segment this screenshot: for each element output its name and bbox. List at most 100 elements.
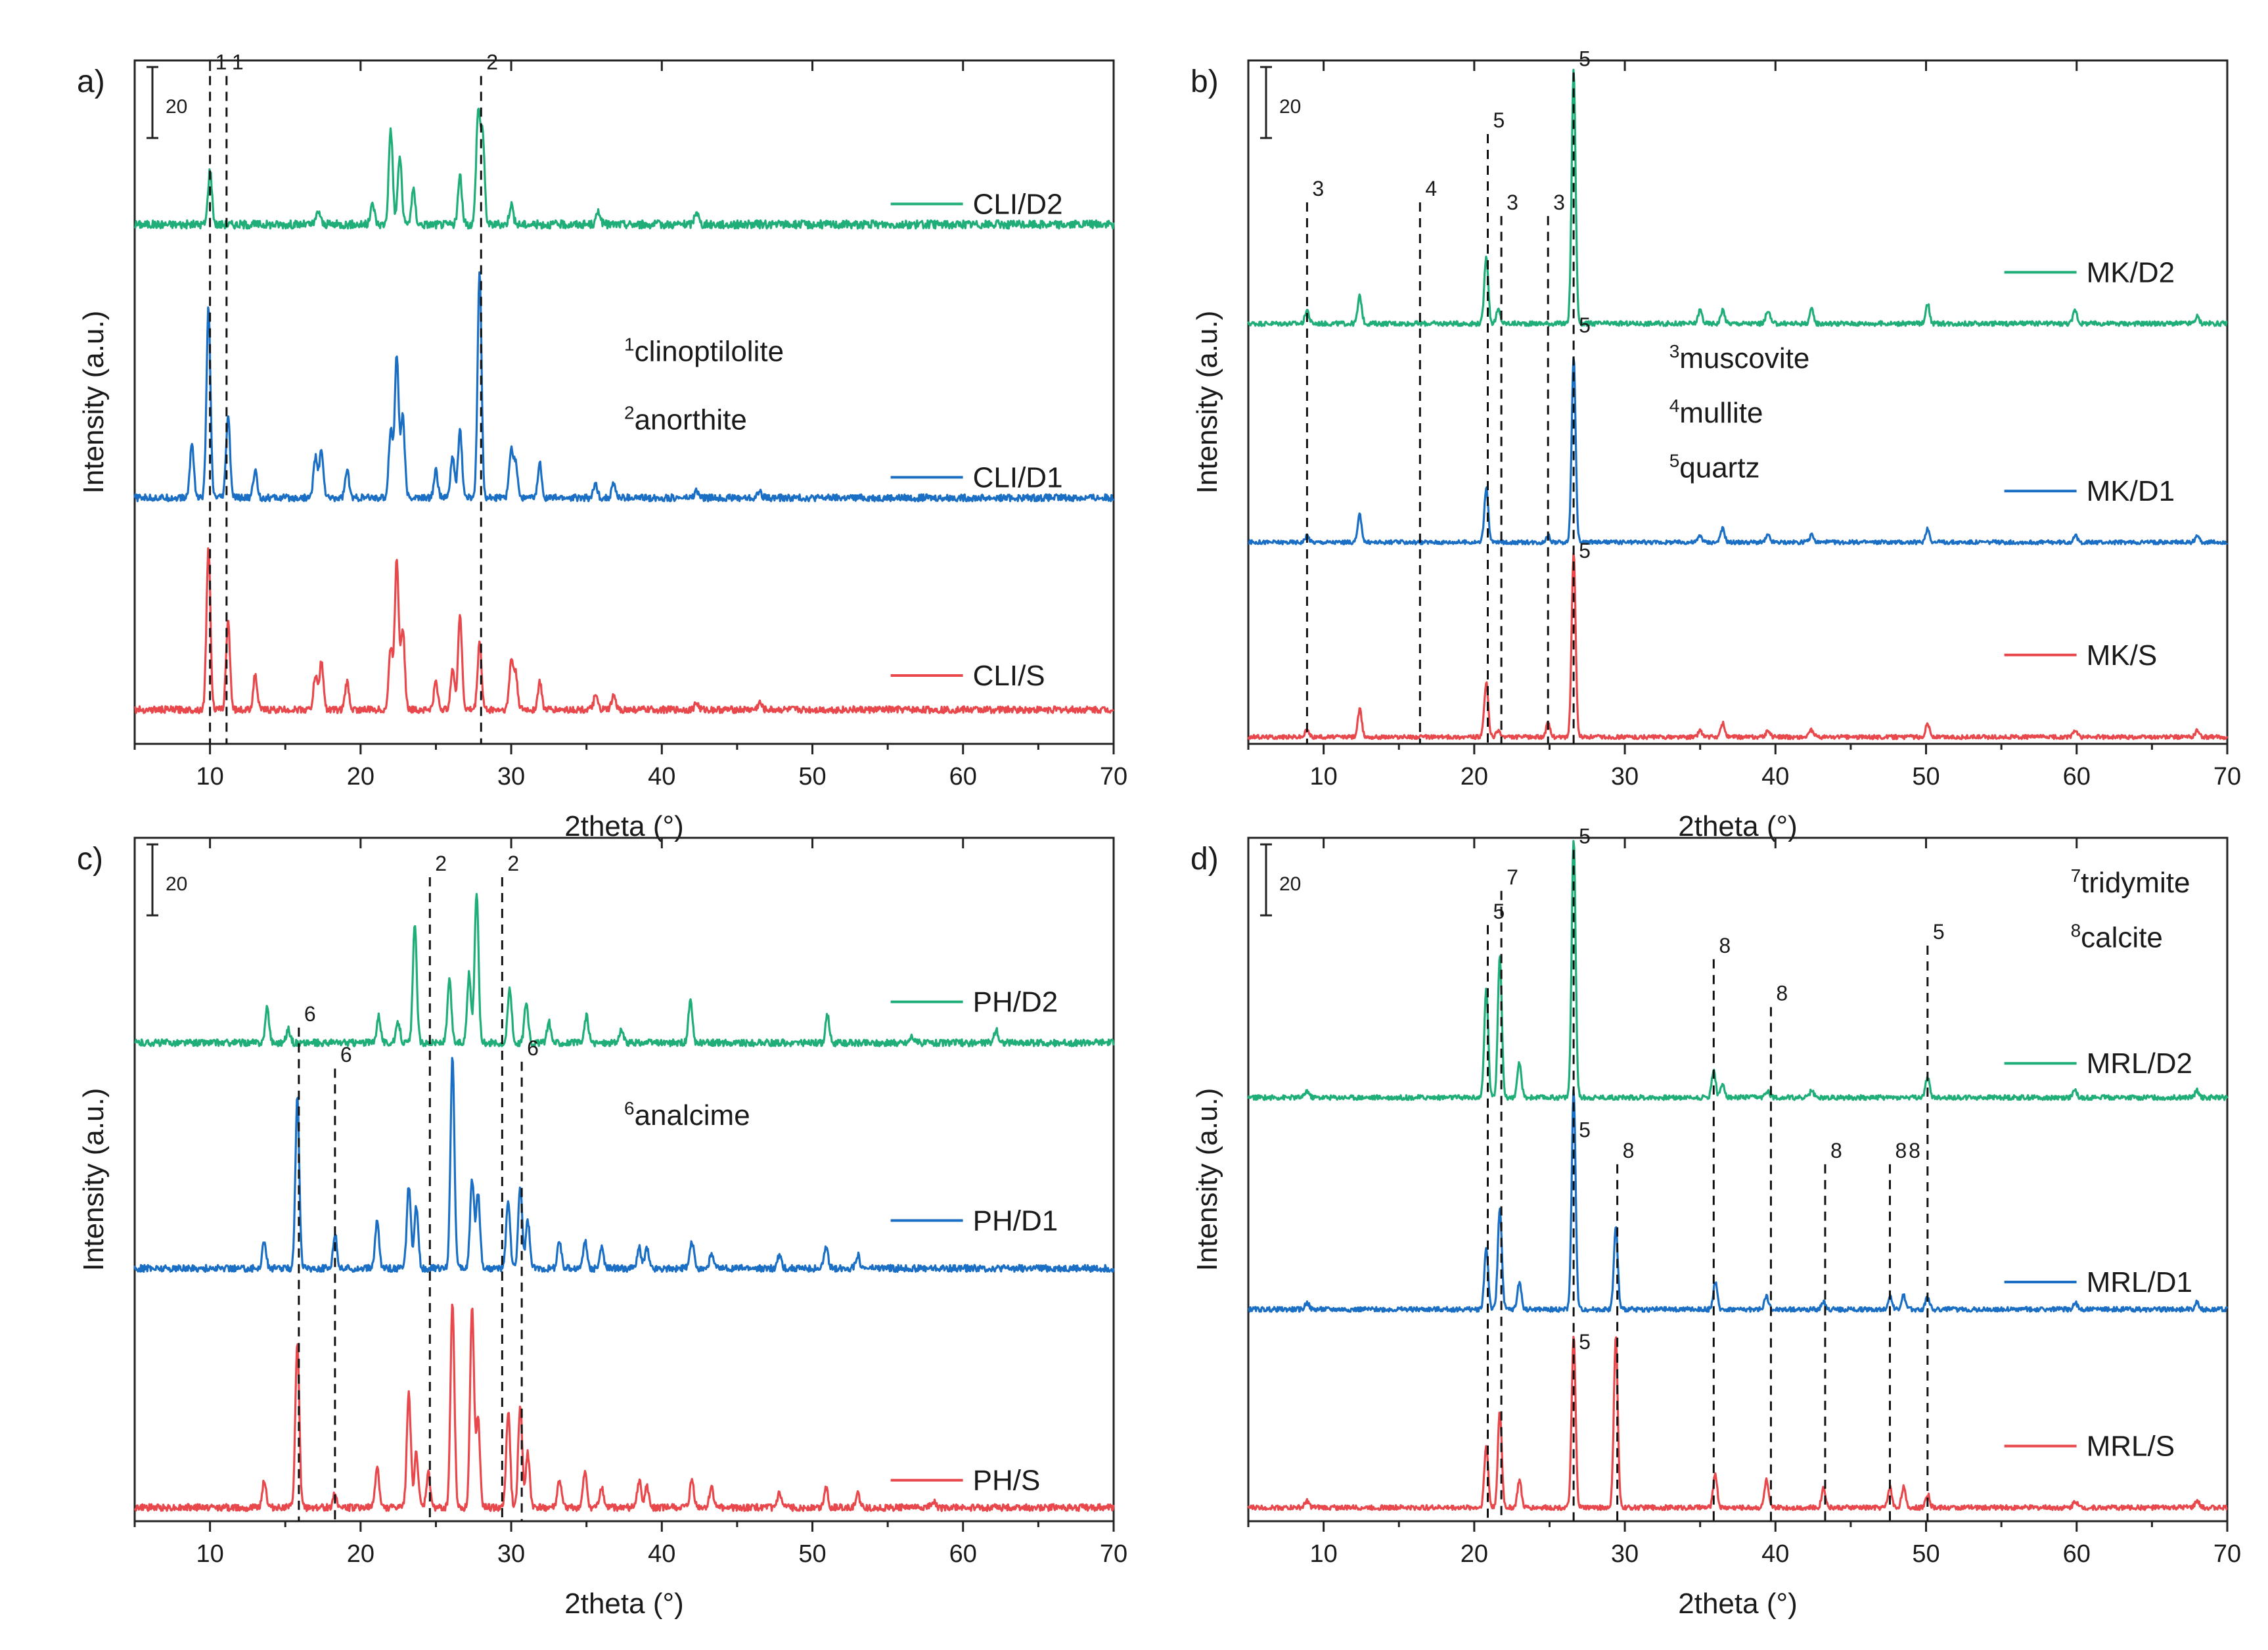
legend-label: MRL/D2 [2087, 1047, 2192, 1080]
legend-label: CLI/D1 [973, 461, 1063, 493]
x-tick-label: 30 [497, 1540, 525, 1568]
legend-label: PH/S [973, 1465, 1041, 1497]
y-axis-label: Intensity (a.u.) [1191, 311, 1223, 494]
reference-line-label: 6 [527, 1036, 539, 1060]
x-tick-label: 50 [1912, 763, 1939, 791]
series-line-d1 [133, 271, 1115, 503]
reference-line-label: 6 [340, 1043, 352, 1066]
x-tick-label: 40 [1761, 763, 1789, 791]
reference-line-label: 5 [1579, 539, 1591, 562]
reference-line-label: 5 [1579, 1330, 1591, 1354]
x-tick-label: 20 [1461, 763, 1488, 791]
phase-annotation-index: 7 [2071, 865, 2081, 886]
x-tick-label: 20 [1461, 1540, 1488, 1568]
legend-label: MK/D1 [2087, 475, 2175, 507]
reference-line-label: 2 [486, 51, 498, 74]
panel-label: b) [1191, 64, 1219, 99]
x-tick-label: 40 [648, 1540, 675, 1568]
plot-frame [133, 836, 1115, 1523]
scale-bar-label: 20 [1279, 873, 1301, 895]
reference-line-label: 8 [1909, 1139, 1920, 1162]
y-axis-label: Intensity (a.u.) [1191, 1088, 1223, 1272]
x-tick-label: 70 [2213, 763, 2241, 791]
phase-annotation: 6analcime [624, 1098, 750, 1132]
series-line-d2 [1247, 840, 2229, 1101]
x-tick-label: 30 [497, 763, 525, 791]
x-tick-label: 10 [196, 763, 223, 791]
series-line-s [134, 547, 1114, 714]
scale-bar-label: 20 [166, 873, 187, 895]
legend-label: MK/S [2087, 639, 2158, 672]
x-tick-label: 20 [347, 1540, 374, 1568]
phase-annotation-index: 1 [624, 334, 635, 355]
x-tick-label: 30 [1611, 763, 1639, 791]
plot-frame [133, 59, 1115, 745]
reference-line-label: 5 [1579, 47, 1591, 70]
reference-line-label: 5 [1579, 824, 1591, 848]
legend-label: CLI/S [973, 660, 1045, 692]
x-axis-label: 2theta (°) [564, 1588, 683, 1620]
reference-line-label: 8 [1719, 934, 1731, 957]
series-line-d2 [134, 892, 1115, 1047]
x-tick-label: 50 [798, 1540, 826, 1568]
reference-line-label: 7 [1507, 865, 1518, 889]
reference-line-label: 3 [1312, 177, 1324, 200]
x-tick-label: 10 [1309, 1540, 1337, 1568]
reference-line-label: 3 [1507, 191, 1518, 214]
reference-line-label: 4 [1425, 177, 1437, 200]
phase-annotation-name: muscovite [1679, 342, 1809, 375]
phase-annotation: 8calcite [2071, 920, 2163, 953]
phase-annotation-index: 5 [1669, 450, 1680, 470]
y-axis-label: Intensity (a.u.) [78, 1088, 110, 1272]
phase-annotation-index: 4 [1669, 396, 1680, 416]
x-tick-label: 60 [949, 1540, 977, 1568]
phase-annotation-name: clinoptilolite [635, 336, 784, 368]
phase-annotation-index: 2 [624, 403, 635, 423]
reference-line-label: 5 [1579, 313, 1591, 337]
x-tick-label: 70 [2213, 1540, 2241, 1568]
phase-annotation: 1clinoptilolite [624, 334, 784, 368]
legend-label: PH/D2 [973, 986, 1058, 1019]
x-tick-label: 60 [2063, 1540, 2091, 1568]
phase-annotation-index: 3 [1669, 341, 1680, 361]
panel-label: c) [77, 842, 103, 877]
phase-annotation-name: quartz [1679, 451, 1759, 484]
x-tick-label: 60 [949, 763, 977, 791]
reference-line-label: 3 [1553, 191, 1565, 214]
phase-annotation: 4mullite [1669, 396, 1763, 429]
series-line-d1 [133, 1057, 1115, 1273]
phase-annotation-name: analcime [635, 1099, 750, 1132]
scale-bar-label: 20 [1279, 96, 1301, 118]
series-line-d2 [133, 107, 1115, 230]
phase-annotation: 5quartz [1669, 450, 1760, 484]
x-tick-label: 70 [1100, 1540, 1127, 1568]
x-tick-label: 50 [798, 763, 826, 791]
reference-line-label: 5 [1579, 1118, 1591, 1142]
x-tick-label: 20 [347, 763, 374, 791]
phase-annotation-name: tridymite [2081, 867, 2190, 899]
x-tick-label: 30 [1611, 1540, 1639, 1568]
phase-annotation: 2anorthite [624, 403, 747, 436]
y-axis-label: Intensity (a.u.) [78, 311, 110, 494]
panel-label: d) [1191, 842, 1219, 877]
reference-line-label: 8 [1623, 1139, 1635, 1162]
legend-label: MK/D2 [2087, 256, 2175, 288]
reference-line-label: 5 [1493, 900, 1505, 923]
series-line-d1 [1248, 1089, 2229, 1313]
reference-line-label: 8 [1895, 1139, 1907, 1162]
series-line-s [1247, 552, 2229, 741]
phase-annotation: 3muscovite [1669, 341, 1810, 375]
series-line-d1 [1248, 356, 2229, 545]
phase-annotation: 7tridymite [2071, 865, 2190, 899]
phase-annotation-index: 6 [624, 1098, 635, 1118]
phase-annotation-name: mullite [1679, 397, 1763, 429]
reference-line-label: 6 [304, 1002, 316, 1026]
series-line-s [1247, 1335, 2228, 1511]
plot-frame [1247, 836, 2229, 1523]
x-tick-label: 70 [1100, 763, 1127, 791]
reference-line-label: 1 [215, 51, 227, 74]
phase-annotation-index: 8 [2071, 920, 2081, 940]
